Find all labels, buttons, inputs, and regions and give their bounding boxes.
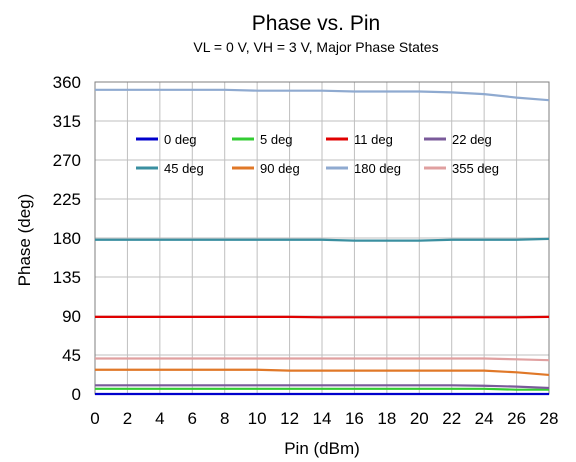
x-tick-label: 18	[377, 409, 396, 428]
x-tick-label: 24	[475, 409, 494, 428]
y-tick-label: 0	[72, 385, 81, 404]
x-tick-label: 14	[313, 409, 332, 428]
series-line-90-deg	[95, 368, 550, 377]
series-line-355-deg	[95, 357, 550, 362]
legend-label: 355 deg	[452, 161, 499, 176]
chart-title: Phase vs. Pin	[252, 12, 380, 35]
series-line-22-deg	[95, 384, 550, 390]
x-tick-label: 20	[410, 409, 429, 428]
x-tick-labels: 0 2 4 6 8 10 12 14 16 18 20 22 24 26 28	[90, 409, 558, 428]
y-tick-label: 45	[62, 346, 81, 365]
legend-label: 0 deg	[164, 132, 197, 147]
series-line-5-deg	[95, 387, 549, 391]
legend-label: 180 deg	[354, 161, 401, 176]
y-tick-label: 225	[53, 190, 81, 209]
x-tick-label: 8	[220, 409, 229, 428]
x-tick-label: 2	[123, 409, 132, 428]
series-line-45-deg	[95, 237, 550, 242]
y-tick-label: 135	[53, 268, 81, 287]
legend-label: 22 deg	[452, 132, 492, 147]
x-tick-label: 26	[507, 409, 526, 428]
x-tick-label: 28	[540, 409, 559, 428]
chart-subtitle: VL = 0 V, VH = 3 V, Major Phase States	[193, 39, 438, 55]
legend-label: 5 deg	[260, 132, 293, 147]
y-tick-label: 90	[62, 307, 81, 326]
legend-label: 11 deg	[354, 132, 393, 147]
y-tick-label: 315	[53, 112, 81, 131]
series-group	[95, 88, 550, 396]
legend-label: 45 deg	[164, 161, 204, 176]
x-tick-label: 0	[90, 409, 99, 428]
x-axis-label: Pin (dBm)	[284, 439, 360, 458]
x-tick-label: 12	[280, 409, 299, 428]
y-tick-labels: 0 45 90 135 180 225 270 315 360	[53, 73, 81, 404]
x-tick-label: 4	[155, 409, 164, 428]
legend: 0 deg 5 deg 11 deg 22 deg 45 deg 90 deg 180 de…	[136, 132, 499, 176]
x-tick-label: 10	[248, 409, 267, 428]
x-tick-label: 22	[442, 409, 461, 428]
grid	[94, 81, 550, 395]
x-tick-label: 16	[345, 409, 364, 428]
y-tick-label: 360	[53, 73, 81, 92]
x-tick-label: 6	[188, 409, 197, 428]
series-line-180-deg	[95, 88, 550, 102]
legend-label: 90 deg	[260, 161, 300, 176]
y-axis-label: Phase (deg)	[15, 194, 34, 287]
y-tick-label: 180	[53, 229, 81, 248]
y-tick-label: 270	[53, 151, 81, 170]
